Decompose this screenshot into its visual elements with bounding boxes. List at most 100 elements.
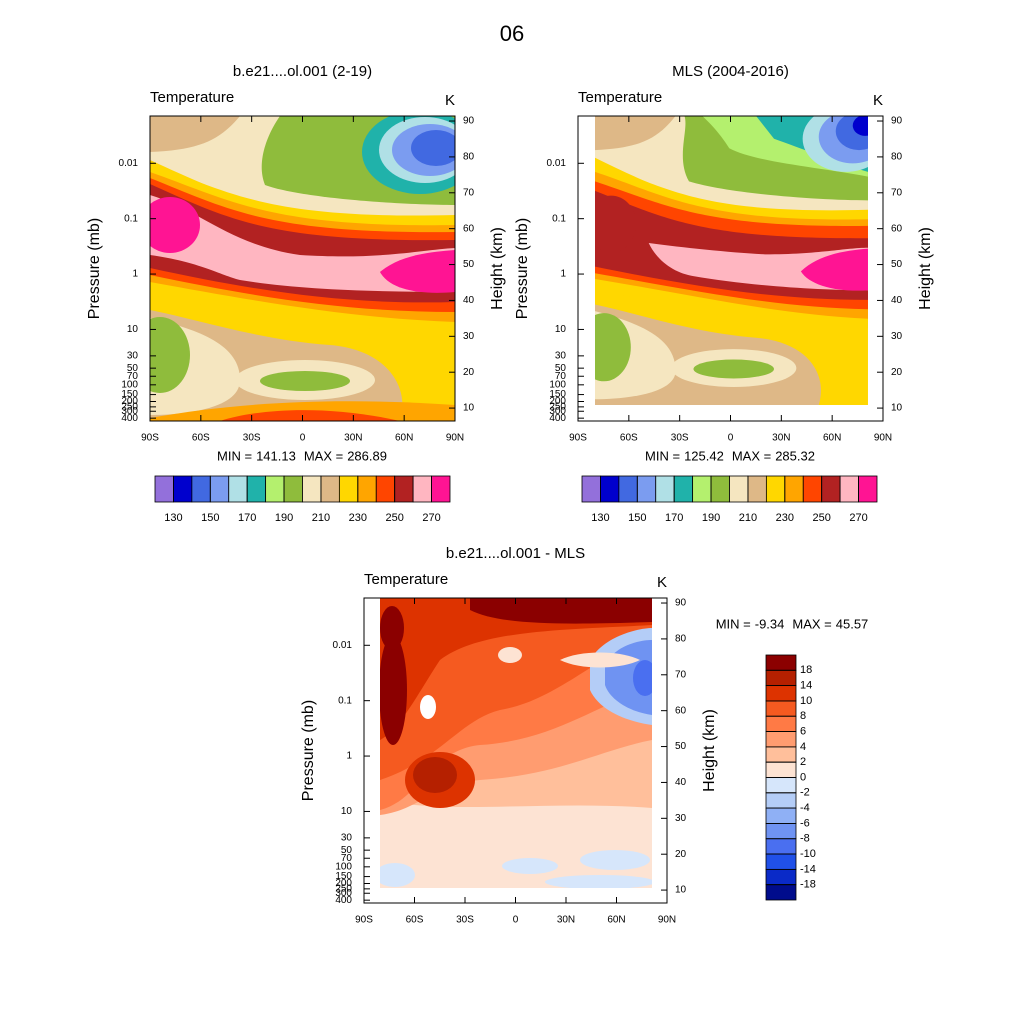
x-tick-label: 90S [141, 433, 159, 444]
x-tick-label: 90N [658, 915, 676, 926]
y2-tick-label: 60 [463, 223, 475, 234]
colorbar-label: 210 [739, 512, 757, 524]
y-tick-label: 100 [121, 379, 138, 390]
y-tick-label: 1 [132, 269, 138, 280]
colorbar-label: 8 [800, 710, 806, 722]
contour-region [852, 116, 868, 136]
colorbar-box [412, 475, 432, 503]
colorbar-label: -8 [800, 833, 810, 845]
colorbar-box [191, 475, 211, 503]
contour-region [693, 359, 774, 379]
y-tick-label: 250 [121, 402, 138, 413]
y-tick-label: 70 [341, 853, 353, 864]
y-tick-label: 50 [127, 363, 139, 374]
colorbar-box [839, 475, 859, 503]
colorbar-label: 150 [628, 512, 646, 524]
colorbar-box [246, 475, 267, 503]
colorbar-box [265, 475, 285, 503]
colorbar-label: 230 [349, 512, 367, 524]
colorbar-box [228, 475, 248, 503]
colorbar-label: -2 [800, 787, 810, 799]
colorbar-label: 190 [702, 512, 720, 524]
contour-region [595, 116, 868, 405]
colorbar-box [692, 475, 712, 503]
colorbar-box [765, 731, 797, 748]
x-tick-label: 0 [300, 433, 306, 444]
y-tick-label: 150 [121, 389, 138, 400]
contour-region [560, 652, 640, 668]
y-tick-label: 400 [121, 413, 138, 424]
colorbar-box [375, 475, 396, 503]
colorbar-box [302, 475, 322, 503]
y-tick-label: 10 [341, 806, 353, 817]
colorbar-box [581, 475, 601, 503]
contour-region [595, 195, 637, 253]
colorbar-box [729, 475, 749, 503]
y-tick-label: 300 [121, 406, 138, 417]
colorbar-box [209, 475, 230, 503]
y-tick-label: 0.1 [124, 213, 138, 224]
colorbar-box [600, 475, 620, 503]
y-tick-label: 30 [555, 351, 567, 362]
contour-region [150, 116, 240, 152]
colorbar-box [765, 823, 797, 840]
y2-axis-label: Height (km) [917, 227, 934, 310]
contour-region [380, 635, 407, 745]
colorbar-box [765, 853, 797, 870]
y2-tick-label: 20 [463, 367, 475, 378]
x-tick-label: 90N [446, 433, 464, 444]
colorbar-box [765, 654, 797, 671]
colorbar-label: 270 [422, 512, 440, 524]
min-value: 141.13 [256, 448, 296, 463]
colorbar-box [154, 475, 174, 503]
y-tick-label: 200 [121, 396, 138, 407]
y-tick-label: 250 [335, 884, 352, 895]
right-string: K [657, 574, 667, 591]
y-axis-label: Pressure (mb) [300, 700, 317, 801]
contour-region [150, 195, 455, 292]
x-tick-label: 60N [823, 433, 841, 444]
y2-tick-label: 90 [463, 116, 475, 127]
max-value: 285.32 [775, 448, 815, 463]
x-tick-label: 30N [344, 433, 362, 444]
contour-region [380, 250, 455, 293]
left-string: Temperature [364, 571, 448, 588]
colorbar-label: 170 [665, 512, 683, 524]
y-tick-label: 150 [335, 871, 352, 882]
panel-title: b.e21....ol.001 (2-19) [233, 63, 372, 80]
colorbar-box [710, 475, 730, 503]
y2-tick-label: 40 [675, 777, 687, 788]
colorbar-box [765, 669, 797, 687]
colorbar-box [765, 715, 797, 732]
contour-region [633, 660, 652, 696]
colorbar-label: 2 [800, 756, 806, 768]
y-tick-label: 50 [555, 363, 567, 374]
y-tick-label: 70 [127, 371, 139, 382]
colorbar-label: 270 [849, 512, 867, 524]
max-value: 286.89 [347, 448, 387, 463]
colorbar-label: -14 [800, 863, 816, 875]
x-tick-label: 30S [671, 433, 689, 444]
y2-tick-label: 70 [891, 187, 903, 198]
contour-region [411, 130, 455, 166]
y2-tick-label: 90 [891, 116, 903, 127]
y2-axis-label: Height (km) [701, 709, 718, 792]
colorbar-box [765, 685, 797, 702]
contour-region [502, 858, 558, 874]
colorbar-label: -10 [800, 848, 816, 860]
y-tick-label: 1 [560, 269, 566, 280]
colorbar-box [655, 475, 675, 503]
y-tick-label: 0.01 [547, 158, 567, 169]
min-label: MIN = [645, 448, 680, 463]
colorbar-label: 18 [800, 664, 812, 676]
y-tick-label: 70 [555, 371, 567, 382]
colorbar-box [357, 475, 377, 503]
colorbar-box [765, 777, 797, 794]
x-tick-label: 30S [243, 433, 261, 444]
y2-tick-label: 30 [463, 331, 475, 342]
min-value: -9.34 [755, 616, 785, 631]
contour-region [595, 313, 631, 382]
panel-title: b.e21....ol.001 - MLS [446, 545, 585, 562]
y-tick-label: 0.01 [333, 640, 353, 651]
